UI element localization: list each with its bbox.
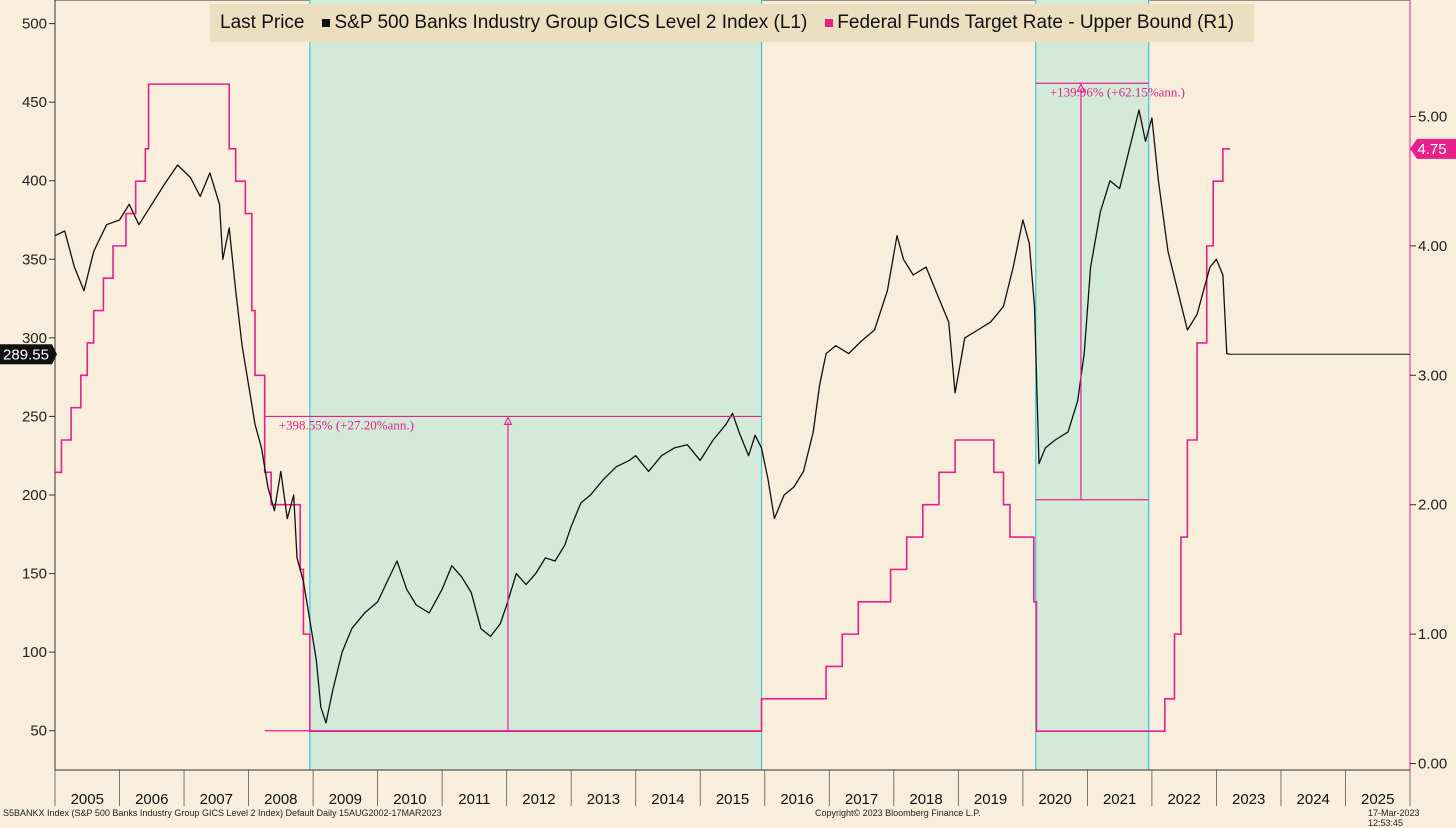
footer-source: S5BANKX Index (S&P 500 Banks Industry Gr… bbox=[3, 808, 442, 818]
right-tick-label-0.00: 0.00 bbox=[1418, 756, 1447, 773]
x-tick-label-2022: 2022 bbox=[1167, 791, 1200, 808]
shaded-period-0 bbox=[309, 0, 762, 770]
footer-copyright: Copyright© 2023 Bloomberg Finance L.P. bbox=[815, 808, 981, 818]
annotation-0-label: +398.55% (+27.20%ann.) bbox=[279, 417, 414, 432]
right-tick-label-5.00: 5.00 bbox=[1418, 108, 1447, 125]
right-last-value-tag bbox=[1410, 138, 1456, 159]
annotation-1-arrow-head bbox=[1076, 83, 1086, 92]
left-tick-label-50: 50 bbox=[30, 723, 47, 740]
left-tick-label-450: 450 bbox=[22, 94, 47, 111]
footer-timestamp: 17-Mar-2023 12:53:45 bbox=[1368, 808, 1420, 828]
right-tick-label-4.00: 4.00 bbox=[1418, 238, 1447, 255]
last-value-tags: 289.55 4.75 bbox=[0, 138, 1456, 365]
left-tick-label-200: 200 bbox=[22, 487, 47, 504]
right-axis: 0.00 1.00 2.00 3.00 4.00 5.00 bbox=[1409, 0, 1447, 773]
series-layer bbox=[54, 83, 1410, 732]
x-tick-label-2020: 2020 bbox=[1038, 791, 1071, 808]
x-tick-label-2017: 2017 bbox=[845, 791, 878, 808]
series-index-line bbox=[54, 109, 1231, 724]
right-tick-label-1.00: 1.00 bbox=[1418, 626, 1447, 643]
x-tick-label-2006: 2006 bbox=[135, 791, 168, 808]
shaded-period-1 bbox=[1035, 0, 1149, 770]
left-tick-label-250: 250 bbox=[22, 408, 47, 425]
x-tick-label-2019: 2019 bbox=[974, 791, 1007, 808]
left-last-value-tag bbox=[0, 344, 52, 365]
x-tick-label-2023: 2023 bbox=[1232, 791, 1265, 808]
left-tick-label-100: 100 bbox=[22, 644, 47, 661]
x-tick-label-2011: 2011 bbox=[458, 791, 490, 808]
x-tick-label-2016: 2016 bbox=[780, 791, 813, 808]
left-tick-label-300: 300 bbox=[22, 330, 47, 347]
left-tick-label-350: 350 bbox=[22, 251, 47, 268]
legend-swatch-rate bbox=[825, 19, 834, 27]
x-tick-label-2005: 2005 bbox=[71, 791, 104, 808]
legend-series-index: S&P 500 Banks Industry Group GICS Level … bbox=[334, 12, 808, 33]
right-tick-label-3.00: 3.00 bbox=[1418, 367, 1447, 384]
legend-series-rate: Federal Funds Target Rate - Upper Bound … bbox=[837, 12, 1235, 33]
x-tick-label-2024: 2024 bbox=[1297, 791, 1330, 808]
right-last-value-label: 4.75 bbox=[1417, 141, 1446, 158]
series-rate-line bbox=[55, 83, 1230, 732]
x-tick-label-2025: 2025 bbox=[1361, 791, 1394, 808]
left-tick-label-150: 150 bbox=[22, 566, 47, 583]
x-tick-label-2008: 2008 bbox=[264, 791, 297, 808]
x-tick-label-2009: 2009 bbox=[329, 791, 362, 808]
legend-title: Last Price bbox=[220, 12, 305, 33]
chart-footer: S5BANKX Index (S&P 500 Banks Industry Gr… bbox=[0, 807, 1456, 828]
x-tick-label-2018: 2018 bbox=[909, 791, 942, 808]
annotation-0-arrow-head bbox=[503, 416, 513, 425]
left-last-value-label: 289.55 bbox=[3, 346, 49, 363]
x-tick-label-2007: 2007 bbox=[200, 791, 233, 808]
x-tick-label-2021: 2021 bbox=[1103, 791, 1136, 808]
x-axis: 2005 2006 2007 2008 2009 2010 2011 2012 2013 2014… bbox=[54, 769, 1411, 808]
left-axis: 50 100 150 200 250 300 350 400 450 500 bbox=[22, 16, 55, 740]
chart-legend: Last Price S&P 500 Banks Industry Group … bbox=[210, 4, 1254, 42]
x-tick-label-2013: 2013 bbox=[587, 791, 620, 808]
left-last-value-tag-pointer bbox=[52, 344, 57, 365]
x-tick-label-2010: 2010 bbox=[393, 791, 426, 808]
x-tick-label-2014: 2014 bbox=[651, 791, 684, 808]
shaded-periods bbox=[309, 0, 1150, 770]
annotations: +398.55% (+27.20%ann.) +139.96% (+62.15%a… bbox=[264, 82, 1185, 732]
legend-swatch-index bbox=[322, 19, 331, 27]
annotation-1-label: +139.96% (+62.15%ann.) bbox=[1050, 84, 1185, 99]
left-tick-label-500: 500 bbox=[22, 16, 47, 33]
x-tick-label-2015: 2015 bbox=[716, 791, 749, 808]
x-tick-label-2012: 2012 bbox=[522, 791, 555, 808]
right-tick-label-2.00: 2.00 bbox=[1418, 497, 1447, 514]
left-tick-label-400: 400 bbox=[22, 173, 47, 190]
